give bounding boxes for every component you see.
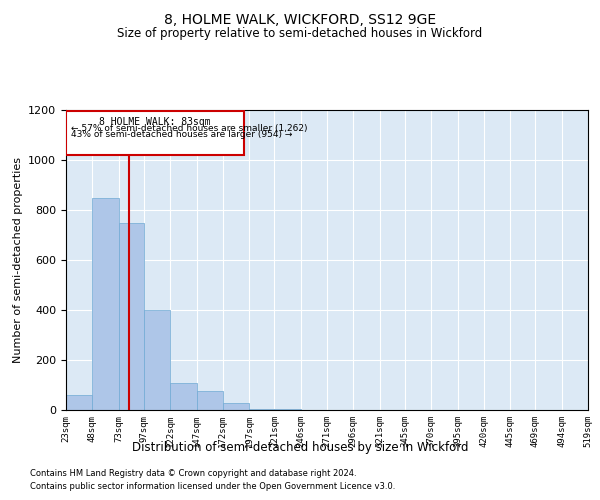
Bar	[92, 198, 119, 410]
Bar	[144, 310, 170, 410]
Bar	[249, 409, 274, 410]
Text: Distribution of semi-detached houses by size in Wickford: Distribution of semi-detached houses by …	[132, 441, 468, 454]
Bar	[119, 222, 144, 410]
Bar	[170, 382, 197, 410]
Text: Contains HM Land Registry data © Crown copyright and database right 2024.: Contains HM Land Registry data © Crown c…	[30, 468, 356, 477]
Bar	[66, 395, 92, 410]
Bar	[274, 409, 301, 410]
Bar	[223, 402, 249, 410]
Y-axis label: Number of semi-detached properties: Number of semi-detached properties	[13, 157, 23, 363]
Text: 8, HOLME WALK, WICKFORD, SS12 9GE: 8, HOLME WALK, WICKFORD, SS12 9GE	[164, 12, 436, 26]
Bar	[197, 391, 223, 410]
Text: Contains public sector information licensed under the Open Government Licence v3: Contains public sector information licen…	[30, 482, 395, 491]
FancyBboxPatch shape	[66, 112, 244, 155]
Text: 8 HOLME WALK: 83sqm: 8 HOLME WALK: 83sqm	[99, 116, 211, 126]
Text: 43% of semi-detached houses are larger (954) →: 43% of semi-detached houses are larger (…	[71, 130, 293, 139]
Text: Size of property relative to semi-detached houses in Wickford: Size of property relative to semi-detach…	[118, 28, 482, 40]
Text: ← 57% of semi-detached houses are smaller (1,262): ← 57% of semi-detached houses are smalle…	[71, 124, 308, 133]
